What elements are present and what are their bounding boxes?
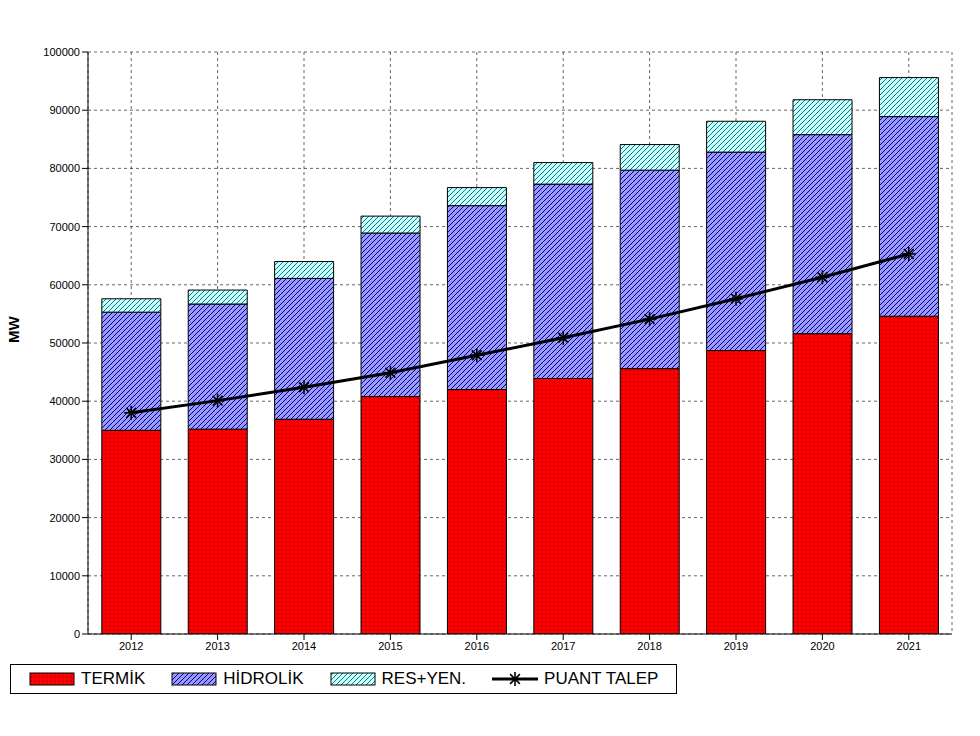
html-text:HİDROLİK: HİDROLİK <box>223 669 304 688</box>
svg-text:40000: 40000 <box>49 395 80 407</box>
svg-text:2018: 2018 <box>637 640 661 652</box>
svg-text:20000: 20000 <box>49 512 80 524</box>
svg-text:MW: MW <box>8 316 22 343</box>
svg-text:2019: 2019 <box>724 640 748 652</box>
svg-text:2017: 2017 <box>551 640 575 652</box>
svg-text:2020: 2020 <box>810 640 834 652</box>
svg-text:50000: 50000 <box>49 337 80 349</box>
svg-text:70000: 70000 <box>49 221 80 233</box>
svg-text:10000: 10000 <box>49 570 80 582</box>
svg-text:30000: 30000 <box>49 453 80 465</box>
svg-text:2014: 2014 <box>292 640 316 652</box>
svg-text:90000: 90000 <box>49 104 80 116</box>
html-text:TERMİK: TERMİK <box>81 669 146 688</box>
html-text:PUANT TALEP: PUANT TALEP <box>544 669 659 688</box>
svg-text:2021: 2021 <box>897 640 921 652</box>
svg-text:80000: 80000 <box>49 162 80 174</box>
svg-text:100000: 100000 <box>43 46 80 58</box>
svg-text:2013: 2013 <box>205 640 229 652</box>
svg-text:60000: 60000 <box>49 279 80 291</box>
svg-text:2016: 2016 <box>465 640 489 652</box>
svg-text:2015: 2015 <box>378 640 402 652</box>
html-text:RES+YEN.: RES+YEN. <box>381 669 467 688</box>
svg-text:0: 0 <box>74 628 80 640</box>
svg-text:2012: 2012 <box>119 640 143 652</box>
